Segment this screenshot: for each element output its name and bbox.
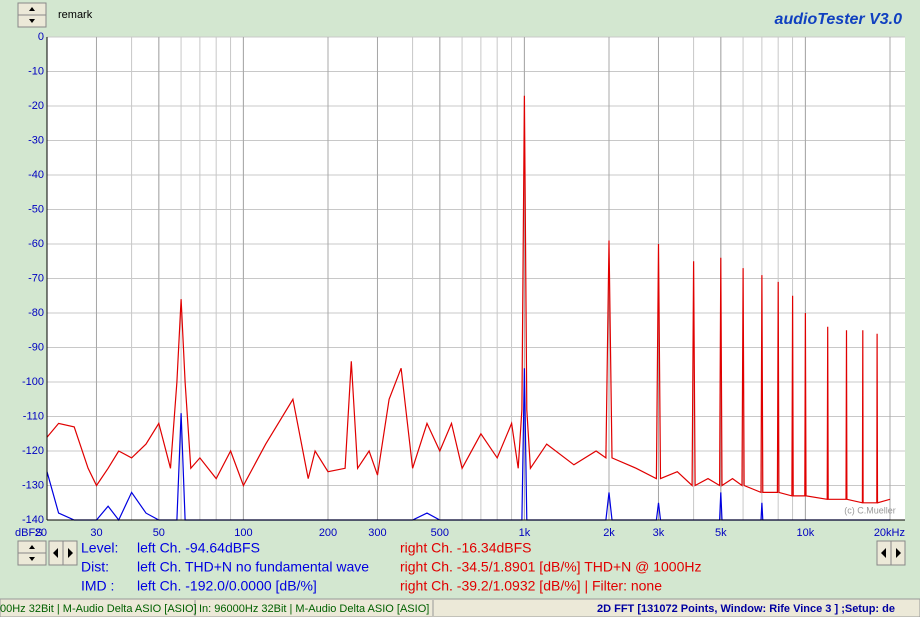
info-left: left Ch. THD+N no fundamental wave xyxy=(137,559,369,575)
x-tick-label: 50 xyxy=(153,527,165,539)
info-label: Dist: xyxy=(81,559,109,575)
x-tick-label: 30 xyxy=(90,527,102,539)
info-right: right Ch. -39.2/1.0932 [dB/%] | Filter: … xyxy=(400,578,662,594)
bottom-spinner[interactable] xyxy=(17,540,47,566)
x-tick-label: 20 xyxy=(35,527,47,539)
y-tick-label: -60 xyxy=(28,238,44,250)
x-tick-label: 2k xyxy=(603,527,615,539)
x-tick-label: 10k xyxy=(797,527,815,539)
remark-spinner[interactable] xyxy=(17,2,47,28)
x-tick-label: 100 xyxy=(234,527,252,539)
scroll-left-2[interactable] xyxy=(876,540,892,566)
y-tick-label: -30 xyxy=(28,134,44,146)
y-tick-label: -120 xyxy=(22,445,44,457)
info-label: IMD : xyxy=(81,578,114,594)
scroll-left[interactable] xyxy=(48,540,64,566)
y-tick-label: -10 xyxy=(28,65,44,77)
info-left: left Ch. -192.0/0.0000 [dB/%] xyxy=(137,578,317,594)
y-tick-label: -70 xyxy=(28,272,44,284)
y-tick-label: -50 xyxy=(28,203,44,215)
info-right: right Ch. -34.5/1.8901 [dB/%] THD+N @ 10… xyxy=(400,559,702,575)
y-tick-label: -110 xyxy=(23,410,44,422)
y-tick-label: -90 xyxy=(28,341,44,353)
y-tick-label: -100 xyxy=(22,376,44,388)
y-tick-label: -20 xyxy=(28,100,44,112)
y-tick-label: 0 xyxy=(38,31,44,43)
info-left: left Ch. -94.64dBFS xyxy=(137,540,260,556)
info-label: Level: xyxy=(81,540,118,556)
status-bar xyxy=(0,598,920,617)
y-tick-label: -40 xyxy=(28,169,44,181)
x-tick-label: 20kHz xyxy=(874,527,905,539)
x-tick-label: 1k xyxy=(519,527,531,539)
app-title: audioTester V3.0 xyxy=(775,11,903,28)
remark: remark xyxy=(58,9,93,21)
status-mode: 2D FFT [131072 Points, Window: Rife Vinc… xyxy=(597,603,895,615)
x-tick-label: 300 xyxy=(368,527,386,539)
status-in: In: 96000Hz 32Bit | M-Audio Delta ASIO [… xyxy=(199,603,429,615)
x-tick-label: 5k xyxy=(715,527,727,539)
scroll-right-2[interactable] xyxy=(890,540,906,566)
y-tick-label: -130 xyxy=(22,479,44,491)
scroll-right[interactable] xyxy=(62,540,78,566)
status-out: 00Hz 32Bit | M-Audio Delta ASIO [ASIO] xyxy=(0,603,197,615)
y-tick-label: -140 xyxy=(22,514,44,526)
spectrum-line xyxy=(46,95,891,504)
watermark: (c) C.Mueller xyxy=(844,505,896,515)
x-tick-label: 3k xyxy=(653,527,665,539)
y-tick-label: -80 xyxy=(28,307,44,319)
y-axis-label: dBFS xyxy=(15,527,43,539)
info-right: right Ch. -16.34dBFS xyxy=(400,540,532,556)
x-tick-label: 200 xyxy=(319,527,337,539)
x-tick-label: 500 xyxy=(431,527,449,539)
